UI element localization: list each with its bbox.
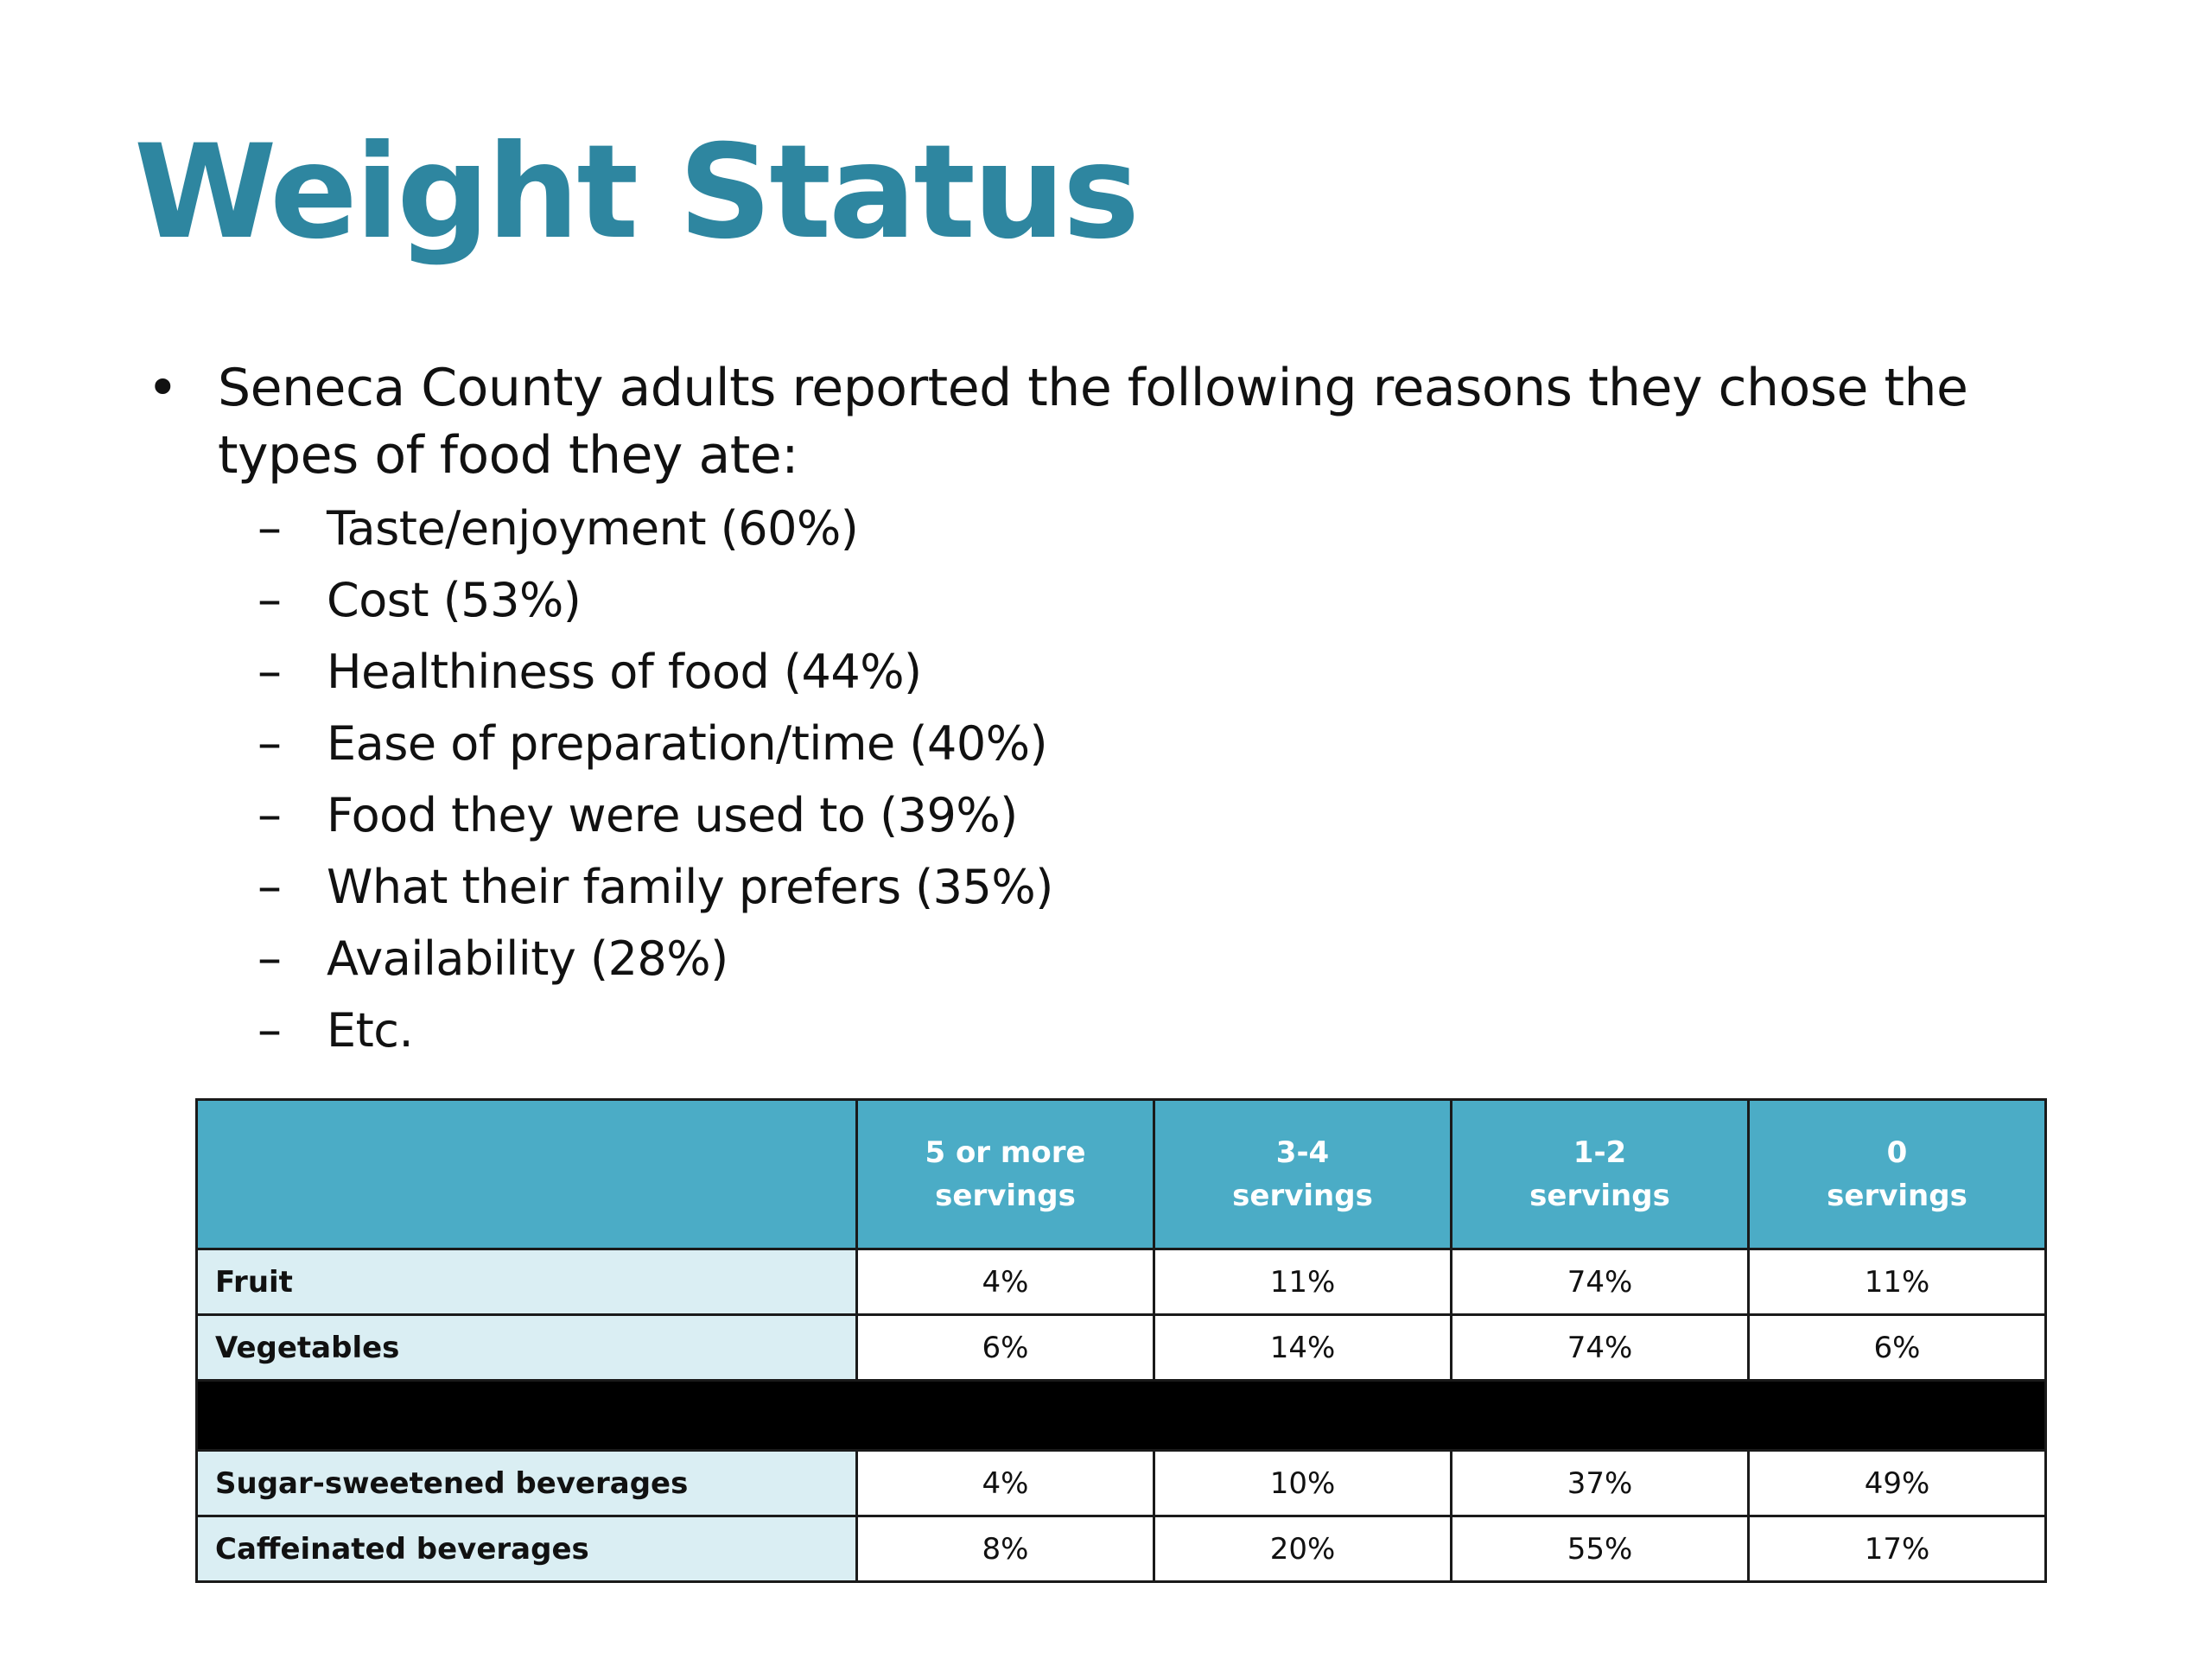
table-cell: 37% bbox=[1450, 1449, 1750, 1517]
reason-label: Availability (28%) bbox=[327, 931, 728, 986]
reason-label: Ease of preparation/time (40%) bbox=[327, 715, 1048, 771]
table-cell: 11% bbox=[1153, 1248, 1452, 1316]
dash-icon: – bbox=[257, 715, 282, 772]
table-cell: 4% bbox=[855, 1449, 1155, 1517]
table-cell: 6% bbox=[1747, 1313, 2047, 1382]
dash-icon: – bbox=[257, 499, 282, 556]
table-cell: 4% bbox=[855, 1248, 1155, 1316]
reason-item: – Food they were used to (39%) bbox=[147, 779, 2074, 851]
row-label: Fruit bbox=[195, 1248, 858, 1316]
reason-item: – Taste/enjoyment (60%) bbox=[147, 493, 2074, 564]
reason-item: – Cost (53%) bbox=[147, 564, 2074, 636]
servings-table: 5 or more servings 3-4 servings 1-2 serving… bbox=[195, 1098, 2047, 1583]
table-cell: 6% bbox=[855, 1313, 1155, 1382]
header-cell-0: 0 servings bbox=[1747, 1098, 2047, 1250]
header-cell-1-2: 1-2 servings bbox=[1450, 1098, 1750, 1250]
dash-icon: – bbox=[257, 643, 282, 700]
bullet-text: Seneca County adults reported the follow… bbox=[218, 358, 1968, 486]
dash-icon: – bbox=[257, 1001, 282, 1058]
reasons-list: – Taste/enjoyment (60%) – Cost (53%) – Heal… bbox=[147, 493, 2074, 1066]
dash-icon: – bbox=[257, 930, 282, 987]
reason-label: What their family prefers (35%) bbox=[327, 859, 1053, 914]
dash-icon: – bbox=[257, 571, 282, 628]
reason-item: – Availability (28%) bbox=[147, 923, 2074, 995]
reason-item: – Healthiness of food (44%) bbox=[147, 636, 2074, 708]
reason-label: Taste/enjoyment (60%) bbox=[327, 500, 859, 556]
table-header-row: 5 or more servings 3-4 servings 1-2 serving… bbox=[195, 1098, 2047, 1250]
header-cell-5-or-more: 5 or more servings bbox=[855, 1098, 1155, 1250]
table-cell: 14% bbox=[1153, 1313, 1452, 1382]
bullet-item: • Seneca County adults reported the foll… bbox=[147, 354, 2074, 489]
table-row: Fruit 4% 11% 74% 11% bbox=[195, 1248, 2047, 1316]
table-row: Sugar-sweetened beverages 4% 10% 37% 49% bbox=[195, 1449, 2047, 1517]
reason-item: – Etc. bbox=[147, 995, 2074, 1066]
row-label: Caffeinated beverages bbox=[195, 1515, 858, 1583]
table-divider-row bbox=[195, 1379, 2047, 1452]
table-cell: 8% bbox=[855, 1515, 1155, 1583]
content-area: • Seneca County adults reported the foll… bbox=[147, 354, 2074, 1066]
reason-item: – What their family prefers (35%) bbox=[147, 851, 2074, 923]
table-cell: 55% bbox=[1450, 1515, 1750, 1583]
reason-item: – Ease of preparation/time (40%) bbox=[147, 708, 2074, 779]
divider-cell bbox=[195, 1379, 2047, 1452]
table-cell: 10% bbox=[1153, 1449, 1452, 1517]
dash-icon: – bbox=[257, 858, 282, 915]
header-cell-3-4: 3-4 servings bbox=[1153, 1098, 1452, 1250]
row-label: Vegetables bbox=[195, 1313, 858, 1382]
table-row: Caffeinated beverages 8% 20% 55% 17% bbox=[195, 1515, 2047, 1583]
dash-icon: – bbox=[257, 786, 282, 843]
header-cell-empty bbox=[195, 1098, 858, 1250]
bullet-dot-icon: • bbox=[147, 356, 179, 419]
slide-title: Weight Status bbox=[134, 118, 1140, 268]
table-cell: 20% bbox=[1153, 1515, 1452, 1583]
table-cell: 74% bbox=[1450, 1313, 1750, 1382]
table-cell: 74% bbox=[1450, 1248, 1750, 1316]
table-cell: 49% bbox=[1747, 1449, 2047, 1517]
table-cell: 11% bbox=[1747, 1248, 2047, 1316]
reason-label: Healthiness of food (44%) bbox=[327, 644, 922, 699]
reason-label: Food they were used to (39%) bbox=[327, 787, 1018, 842]
table-row: Vegetables 6% 14% 74% 6% bbox=[195, 1313, 2047, 1382]
reason-label: Etc. bbox=[327, 1002, 414, 1058]
row-label: Sugar-sweetened beverages bbox=[195, 1449, 858, 1517]
reason-label: Cost (53%) bbox=[327, 572, 582, 627]
table-cell: 17% bbox=[1747, 1515, 2047, 1583]
